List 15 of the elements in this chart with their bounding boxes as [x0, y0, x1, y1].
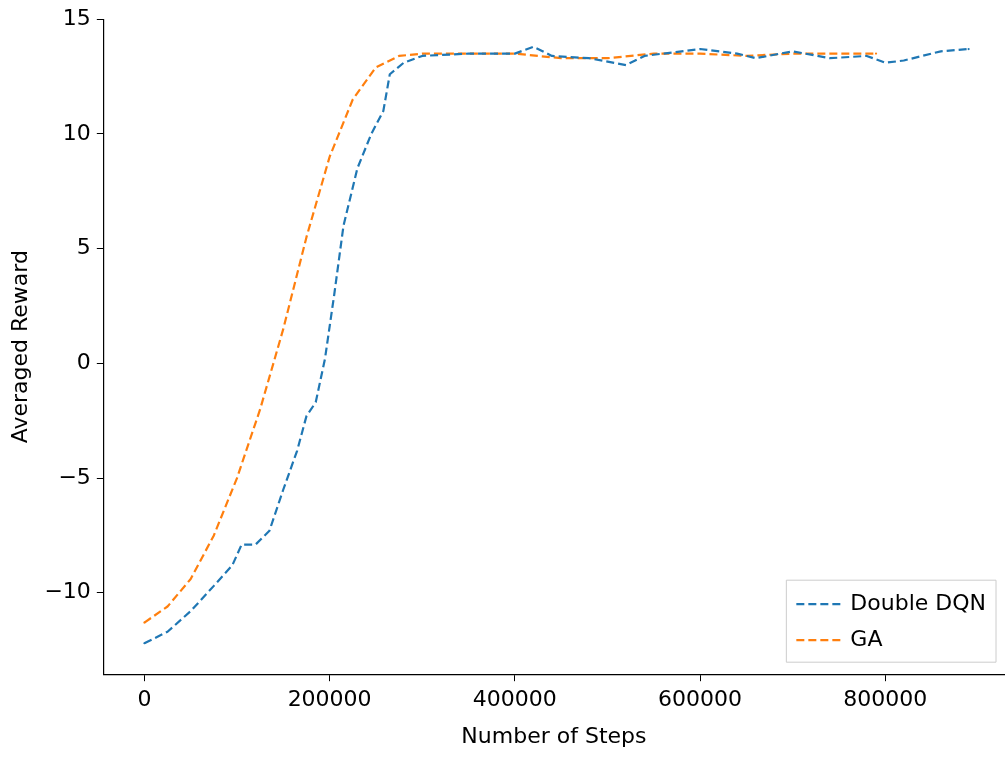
- y-tick-label: −10: [44, 578, 91, 604]
- legend-label: Double DQN: [850, 589, 987, 615]
- x-tick-label: 400000: [472, 686, 557, 712]
- y-axis-title: Averaged Reward: [6, 250, 32, 444]
- x-tick-label: 800000: [843, 686, 928, 712]
- x-tick-label: 0: [137, 686, 152, 712]
- legend-label: GA: [850, 625, 883, 651]
- y-tick-label: 5: [76, 234, 91, 260]
- y-tick-label: 15: [62, 4, 91, 30]
- x-axis-title: Number of Steps: [461, 722, 647, 748]
- y-tick-label: 0: [76, 349, 91, 375]
- y-tick-label: −5: [58, 463, 91, 489]
- y-tick-label: 10: [62, 119, 91, 145]
- x-tick-label: 200000: [287, 686, 372, 712]
- x-tick-label: 600000: [658, 686, 743, 712]
